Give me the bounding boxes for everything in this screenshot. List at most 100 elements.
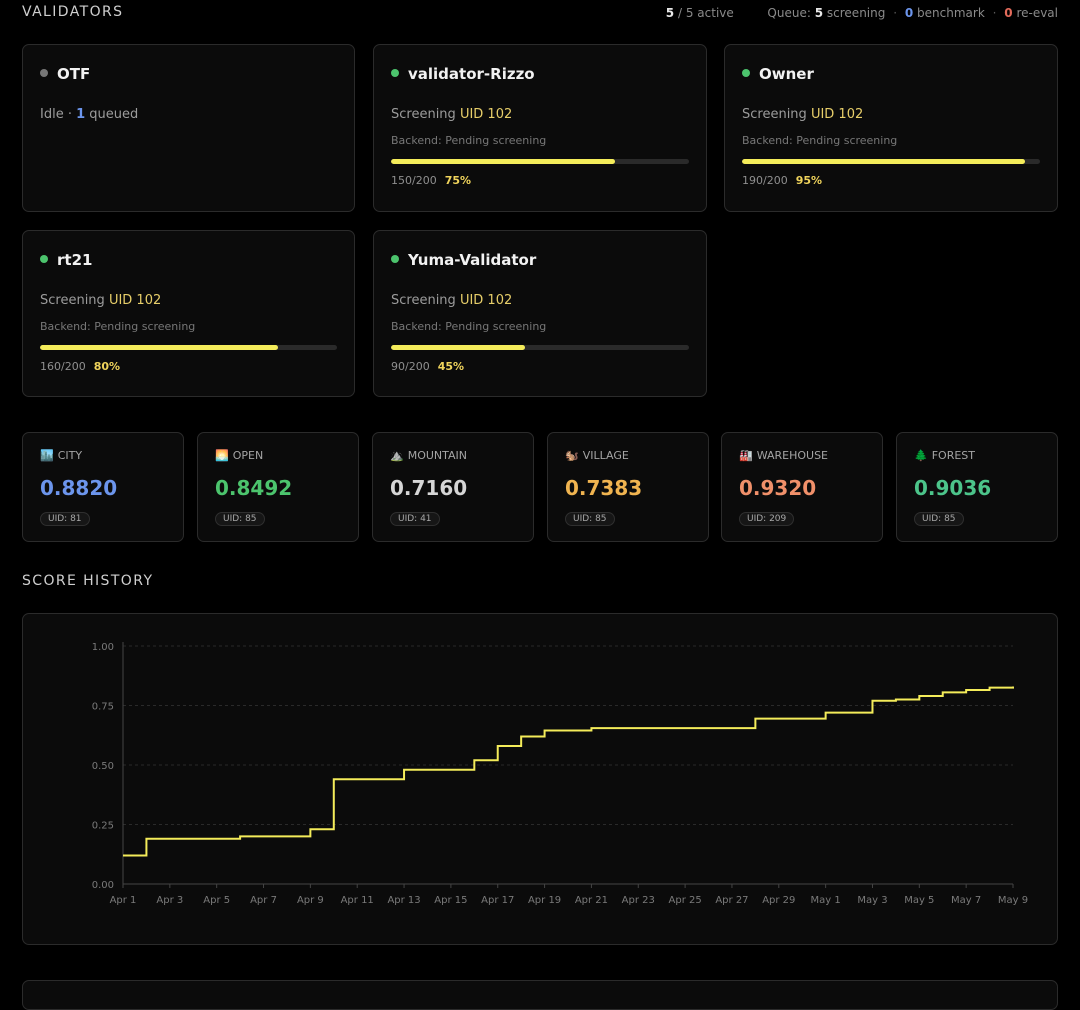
sunrise-icon: 🌅 (215, 449, 229, 462)
env-card-city[interactable]: 🏙️ CITY 0.8820 UID: 81 (22, 432, 184, 542)
x-tick-label: Apr 25 (669, 895, 702, 906)
queued-count: 1 (76, 107, 86, 122)
validator-card-rt21[interactable]: rt21 Screening UID 102 Backend: Pending … (22, 230, 355, 397)
status-dot-icon (742, 69, 750, 77)
screening-count: 5 (814, 6, 824, 20)
validator-card-yuma[interactable]: Yuma-Validator Screening UID 102 Backend… (373, 230, 707, 397)
city-icon: 🏙️ (40, 449, 54, 462)
score-history-title: SCORE HISTORY (22, 573, 154, 589)
validator-state: Idle · 1 queued (40, 107, 139, 122)
separator-dot: · (992, 6, 997, 20)
queue-label: Queue: (767, 6, 811, 20)
progress-bar (391, 345, 689, 350)
x-tick-label: Apr 1 (110, 895, 137, 906)
score-series-line (123, 686, 1014, 857)
validator-card-owner[interactable]: Owner Screening UID 102 Backend: Pending… (724, 44, 1058, 212)
env-uid-badge: UID: 81 (40, 512, 90, 526)
score-history-svg: 0.00 0.25 0.50 0.75 1.00 Apr 1 Apr 3 Apr 5 Apr 7… (92, 642, 1028, 906)
benchmark-count: 0 (904, 6, 914, 20)
queue-status: 5 / 5 active Queue: 5 screening · 0 benc… (666, 6, 1058, 20)
status-dot-icon (40, 69, 48, 77)
env-card-forest[interactable]: 🌲 FOREST 0.9036 UID: 85 (896, 432, 1058, 542)
x-tick-label: Apr 23 (622, 895, 655, 906)
validator-name: OTF (40, 65, 90, 83)
validator-state: Screening UID 102 (391, 107, 513, 122)
env-score: 0.9036 (914, 476, 992, 500)
env-card-mountain[interactable]: ⛰️ MOUNTAIN 0.7160 UID: 41 (372, 432, 534, 542)
env-score: 0.8820 (40, 476, 118, 500)
validator-backend: Backend: Pending screening (40, 320, 196, 333)
progress-bar (391, 159, 689, 164)
x-tick-label: Apr 3 (156, 895, 183, 906)
x-tick-label: Apr 5 (203, 895, 230, 906)
y-tick-label: 0.50 (92, 761, 114, 772)
separator-dot: · (893, 6, 898, 20)
active-count: 5 (665, 6, 675, 20)
x-tick-label: Apr 29 (762, 895, 795, 906)
env-uid-badge: UID: 85 (914, 512, 964, 526)
validators-section-title: VALIDATORS (22, 4, 124, 20)
validator-card-otf[interactable]: OTF Idle · 1 queued (22, 44, 355, 212)
x-tick-label: Apr 7 (250, 895, 277, 906)
factory-icon: 🏭 (739, 449, 753, 462)
x-tick-label: Apr 13 (387, 895, 420, 906)
y-tick-label: 0.75 (92, 702, 114, 713)
x-tick-label: Apr 11 (341, 895, 374, 906)
env-label: 🏙️ CITY (40, 449, 83, 462)
x-tick-label: Apr 19 (528, 895, 561, 906)
validator-name: Yuma-Validator (391, 251, 536, 269)
env-uid-badge: UID: 209 (739, 512, 795, 526)
env-card-warehouse[interactable]: 🏭 WAREHOUSE 0.9320 UID: 209 (721, 432, 883, 542)
validator-backend: Backend: Pending screening (742, 134, 898, 147)
reeval-label: re-eval (1016, 6, 1058, 20)
env-score: 0.9320 (739, 476, 817, 500)
validator-card-rizzo[interactable]: validator-Rizzo Screening UID 102 Backen… (373, 44, 707, 212)
x-tick-label: Apr 27 (715, 895, 748, 906)
x-tick-label: Apr 15 (434, 895, 467, 906)
progress-count: 190/200 95% (742, 174, 823, 187)
x-tick-label: May 9 (998, 895, 1028, 906)
screening-label: screening (826, 6, 886, 20)
x-tick-label: Apr 17 (481, 895, 514, 906)
progress-bar (40, 345, 337, 350)
env-score: 0.7383 (565, 476, 643, 500)
mountain-icon: ⛰️ (390, 449, 404, 462)
progress-count: 150/200 75% (391, 174, 472, 187)
x-tick-label: May 7 (951, 895, 981, 906)
env-score: 0.7160 (390, 476, 468, 500)
env-label: 🏭 WAREHOUSE (739, 449, 829, 462)
env-label: 🐿️ VILLAGE (565, 449, 629, 462)
squirrel-icon: 🐿️ (565, 449, 579, 462)
reeval-count: 0 (1004, 6, 1013, 20)
env-score: 0.8492 (215, 476, 293, 500)
env-uid-badge: UID: 85 (565, 512, 615, 526)
env-label: 🌅 OPEN (215, 449, 264, 462)
validator-name: validator-Rizzo (391, 65, 535, 83)
progress-count: 90/200 45% (391, 360, 465, 373)
y-tick-label: 1.00 (92, 642, 114, 653)
tree-icon: 🌲 (914, 449, 928, 462)
progress-bar (742, 159, 1040, 164)
progress-count: 160/200 80% (40, 360, 121, 373)
validator-name: rt21 (40, 251, 92, 269)
validator-backend: Backend: Pending screening (391, 134, 547, 147)
x-tick-label: Apr 21 (575, 895, 608, 906)
status-dot-icon (391, 69, 399, 77)
x-tick-label: Apr 9 (297, 895, 324, 906)
validator-state: Screening UID 102 (742, 107, 864, 122)
env-uid-badge: UID: 85 (215, 512, 265, 526)
validator-name: Owner (742, 65, 814, 83)
env-uid-badge: UID: 41 (390, 512, 440, 526)
env-card-open[interactable]: 🌅 OPEN 0.8492 UID: 85 (197, 432, 359, 542)
env-label: ⛰️ MOUNTAIN (390, 449, 467, 462)
x-tick-label: May 3 (857, 895, 887, 906)
validator-state: Screening UID 102 (40, 293, 162, 308)
x-tick-label: May 1 (811, 895, 841, 906)
x-tick-label: May 5 (904, 895, 934, 906)
validators-header: VALIDATORS 5 / 5 active Queue: 5 screeni… (22, 4, 1058, 24)
status-dot-icon (40, 255, 48, 263)
benchmark-label: benchmark (917, 6, 985, 20)
env-card-village[interactable]: 🐿️ VILLAGE 0.7383 UID: 85 (547, 432, 709, 542)
status-dot-icon (391, 255, 399, 263)
y-tick-label: 0.00 (92, 880, 114, 891)
